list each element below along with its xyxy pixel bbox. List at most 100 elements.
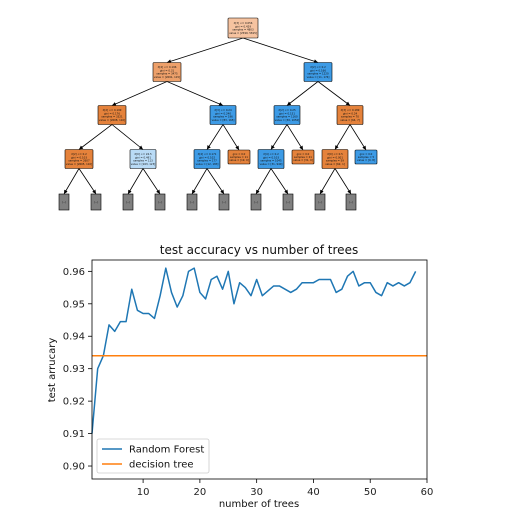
y-tick-label: 0.94 xyxy=(63,332,85,343)
tree-edge xyxy=(286,81,319,106)
accuracy-line-chart: test accuracy vs number of trees number … xyxy=(47,243,434,510)
x-tick-label: 20 xyxy=(194,487,207,498)
tree-node-text: samples = 11 xyxy=(230,155,248,159)
chart-title: test accuracy vs number of trees xyxy=(160,243,358,257)
tree-node-text: samples = 1045 xyxy=(260,159,282,163)
tree-leaf-placeholder: (...) xyxy=(250,193,262,211)
tree-edge xyxy=(317,81,351,106)
tree-edge xyxy=(166,81,224,106)
tree-node-text: value = [62, 1] xyxy=(325,162,345,166)
tree-node-text: samples = 3475 xyxy=(156,72,178,76)
tree-node-text: gini = 0.103 xyxy=(263,155,279,159)
tree-edge xyxy=(206,168,225,195)
tree-node-text: value = [19, 0] xyxy=(229,158,249,162)
tree-leaf-text: (...) xyxy=(158,200,163,204)
tree-leaf-placeholder: (...) xyxy=(122,193,134,211)
tree-edge xyxy=(166,37,244,64)
tree-node-text: X[2] <= 0.2 xyxy=(71,152,87,156)
tree-node-text: value = [83, 165] xyxy=(212,118,235,122)
tree-node-text: samples = 59 xyxy=(326,159,344,163)
legend-label: Random Forest xyxy=(129,445,204,456)
tree-node-text: samples = 113 xyxy=(133,159,153,163)
tree-edge xyxy=(255,168,272,195)
tree-node-text: value = [30, 1050] xyxy=(275,118,299,122)
x-tick-label: 10 xyxy=(137,487,150,498)
tree-edge xyxy=(286,124,304,151)
tree-node-text: gini = 0.0 xyxy=(297,152,310,156)
tree-node-text: gini = 0.240 xyxy=(215,111,231,115)
tree-node-text: value = [2691, 115] xyxy=(154,75,180,79)
tree-node-text: gini = 0.31 xyxy=(160,68,175,72)
tree-node-text: gini = 0.0 xyxy=(360,152,373,156)
tree-leaf-text: (...) xyxy=(349,200,354,204)
tree-node-text: value = [163, 123] xyxy=(131,162,155,166)
tree-node-text: X[2] <= 0.199 xyxy=(103,108,122,112)
tree-node-text: value = [31, 940] xyxy=(260,162,283,166)
tree-leaf-placeholder: (...) xyxy=(345,193,357,211)
tree-edge xyxy=(191,168,208,195)
tree-edge xyxy=(63,168,80,195)
tree-node-text: X[3] <= 0.189 xyxy=(341,108,360,112)
tree-leaf-placeholder: (...) xyxy=(90,193,102,211)
tree-node-text: gini = 0.166 xyxy=(310,68,326,72)
tree-node-text: X[2] <= 0.25 xyxy=(278,108,296,112)
tree-edge xyxy=(222,124,240,151)
plot-frame xyxy=(91,259,428,480)
x-tick-label: 60 xyxy=(421,487,434,498)
tree-edge xyxy=(334,124,351,150)
tree-leaf-text: (...) xyxy=(190,200,195,204)
tree-node-text: gini = 0.176 xyxy=(104,111,120,115)
x-axis-label: number of trees xyxy=(219,499,299,510)
tree-edge xyxy=(270,124,288,150)
tree-node-text: value = [11, 174] xyxy=(307,75,330,79)
tree-edge xyxy=(78,124,113,150)
tree-edge xyxy=(319,168,336,195)
tree-node-text: gini = 0.102 xyxy=(199,155,215,159)
tree-node-text: X[0] <= 0.5 xyxy=(327,152,343,156)
tree-edge xyxy=(78,168,97,195)
x-tick-label: 30 xyxy=(250,487,263,498)
tree-node-text: gini = 0.103 xyxy=(71,155,87,159)
tree-leaf-placeholder: (...) xyxy=(154,193,166,211)
tree-node-text: samples = 21 xyxy=(294,155,312,159)
tree-node-text: value = [64, 7] xyxy=(340,118,360,122)
tree-edge xyxy=(334,168,352,195)
tree-node-text: samples = 4803 xyxy=(232,28,254,32)
tree-node-text: X[4] <= 0.171 xyxy=(198,152,217,156)
tree-edge xyxy=(127,168,144,195)
y-tick-label: 0.92 xyxy=(63,397,85,408)
y-axis-label: test arrucary xyxy=(47,338,58,403)
tree-node-text: gini = 0.001 xyxy=(327,155,343,159)
tree-leaf-text: (...) xyxy=(318,200,323,204)
tree-node-text: value = [31, 0] xyxy=(293,158,313,162)
tree-node-text: gini = 0.151 xyxy=(279,111,295,115)
y-tick-label: 0.96 xyxy=(63,267,85,278)
x-tick-label: 50 xyxy=(364,487,377,498)
tree-node-text: samples = 3321 xyxy=(101,115,123,119)
tree-node-text: value = [2608, 110] xyxy=(99,118,125,122)
tree-node-text: samples = 5 xyxy=(358,155,375,159)
tree-leaf-placeholder: (...) xyxy=(186,193,198,211)
tree-leaf-placeholder: (...) xyxy=(282,193,294,211)
tree-node-text: gini = 0.491 xyxy=(135,155,151,159)
tree-edge xyxy=(206,124,224,150)
tree-edge xyxy=(349,124,367,151)
tree-edge xyxy=(142,168,161,195)
tree-node-text: gini = 0.24 xyxy=(343,111,358,115)
tree-node-text: samples = 1160 xyxy=(276,115,298,119)
tree-node-text: X[2] <= 0.2 xyxy=(310,65,326,69)
tree-node-text: gini = 0.0 xyxy=(233,152,246,156)
tree-leaf-text: (...) xyxy=(254,200,259,204)
tree-edge xyxy=(242,37,319,64)
